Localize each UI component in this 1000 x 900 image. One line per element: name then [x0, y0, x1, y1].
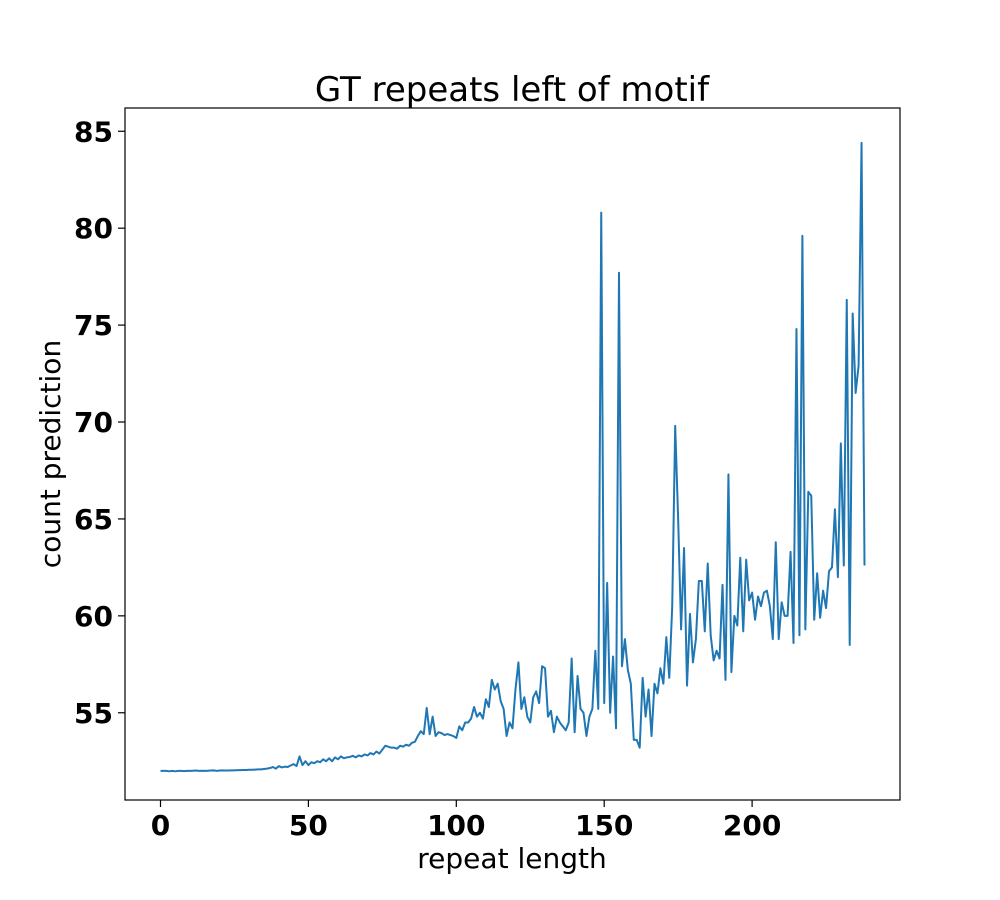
series-line: [160, 141, 866, 773]
x-tick-label: 100: [427, 809, 485, 842]
x-tick-label: 200: [723, 809, 781, 842]
y-tick-label: 65: [74, 503, 113, 536]
x-tick-label: 0: [151, 809, 170, 842]
y-axis-label: count prediction: [34, 340, 67, 568]
chart-title: GT repeats left of motif: [315, 70, 710, 110]
y-tick-label: 85: [74, 115, 113, 148]
x-tick-label: 150: [575, 809, 633, 842]
x-tick-label: 50: [289, 809, 328, 842]
y-tick-label: 55: [74, 697, 113, 730]
plot-area: [124, 107, 901, 801]
y-tick-label: 70: [74, 406, 113, 439]
y-tick-label: 60: [74, 600, 113, 633]
x-axis-label: repeat length: [417, 842, 606, 875]
y-axis: 55 60 65 70 75 80 85: [74, 115, 125, 730]
x-axis: 0 50 100 150 200: [151, 800, 781, 842]
y-tick-label: 80: [74, 212, 113, 245]
y-tick-label: 75: [74, 309, 113, 342]
plot-frame: [124, 107, 901, 801]
